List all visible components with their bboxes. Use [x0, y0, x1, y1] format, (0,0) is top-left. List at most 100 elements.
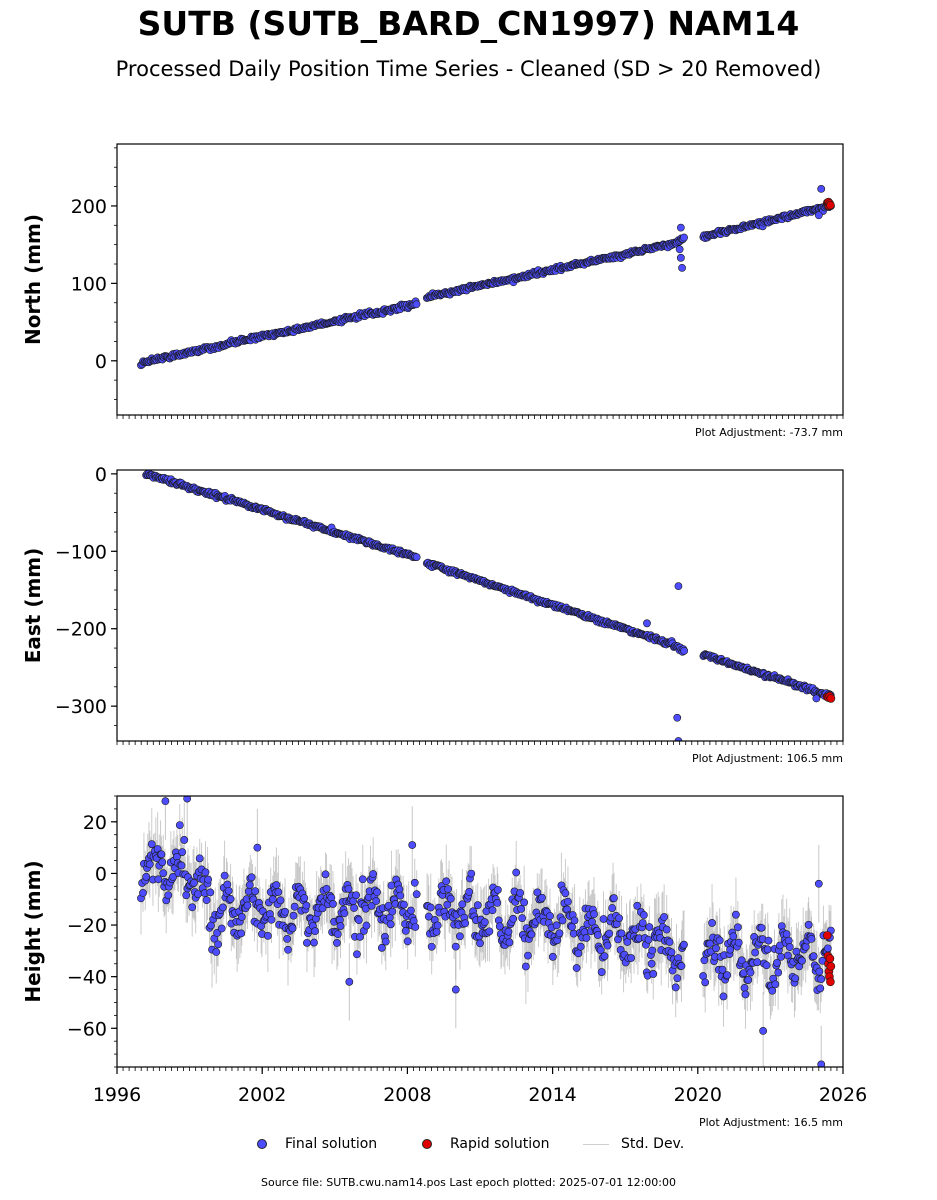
x-tick-label: 2020	[674, 1084, 722, 1106]
final-point	[768, 986, 777, 995]
final-point	[718, 965, 727, 974]
final-point	[533, 888, 542, 897]
final-point	[782, 930, 791, 939]
final-point	[674, 582, 683, 591]
final-point	[223, 880, 232, 889]
final-point	[505, 938, 514, 947]
final-point	[480, 918, 489, 927]
final-point	[807, 934, 816, 943]
final-point	[600, 952, 609, 961]
final-point	[759, 1026, 768, 1035]
final-point	[764, 936, 773, 945]
final-point	[194, 890, 202, 898]
final-point	[677, 962, 686, 970]
final-point	[214, 940, 222, 949]
final-point	[465, 887, 474, 896]
final-point	[757, 923, 766, 932]
final-point	[202, 896, 211, 905]
final-point	[226, 895, 235, 903]
final-point	[700, 956, 709, 965]
final-point	[777, 952, 785, 961]
final-point	[461, 919, 470, 928]
final-point	[815, 967, 824, 976]
final-point	[183, 796, 192, 803]
final-point	[593, 931, 602, 939]
final-point	[675, 245, 684, 254]
final-point	[426, 903, 435, 912]
final-point	[744, 976, 753, 984]
final-point	[527, 930, 536, 939]
final-point	[372, 897, 381, 905]
final-point	[791, 974, 800, 983]
y-tick-label: 0	[95, 464, 107, 486]
final-point	[412, 300, 421, 309]
rapid-points	[822, 691, 836, 703]
final-point	[610, 894, 618, 903]
final-point	[451, 985, 460, 994]
final-point	[403, 937, 412, 946]
final-point	[263, 931, 272, 940]
source-footer: Source file: SUTB.cwu.nam14.pos Last epo…	[261, 1176, 676, 1189]
y-tick-label: 20	[83, 812, 107, 834]
final-point	[352, 891, 361, 900]
final-point	[427, 942, 436, 951]
final-point	[667, 948, 676, 957]
final-point	[814, 879, 823, 888]
final-point	[407, 906, 415, 915]
final-point	[574, 949, 583, 958]
panel-0: 0 100 200 North (mm) Plot Adjustment: -73.7 …	[21, 143, 844, 439]
final-point	[817, 1060, 826, 1067]
final-point	[555, 929, 564, 938]
final-point	[777, 922, 786, 931]
final-point	[424, 912, 433, 921]
legend-stddev-line	[583, 1143, 609, 1145]
plot-adjustment: Plot Adjustment: -73.7 mm	[695, 426, 843, 439]
final-point	[290, 902, 299, 911]
final-point	[345, 977, 354, 986]
final-point	[548, 952, 557, 961]
legend-final-label: Final solution	[285, 1136, 378, 1152]
final-point	[538, 893, 546, 902]
final-point	[139, 889, 147, 897]
final-point	[495, 922, 504, 931]
final-point	[344, 884, 353, 893]
final-point	[408, 841, 417, 849]
final-point	[647, 959, 656, 968]
final-point	[561, 889, 570, 898]
final-point	[267, 915, 276, 924]
final-point	[552, 921, 561, 930]
final-point	[356, 932, 364, 941]
final-point	[272, 881, 281, 889]
panel-frame	[116, 143, 844, 416]
final-point	[680, 233, 688, 242]
final-point	[157, 850, 166, 859]
y-axis-label: Height (mm)	[21, 860, 45, 1002]
final-point	[809, 952, 818, 961]
final-point	[504, 927, 513, 936]
final-point	[253, 843, 262, 852]
final-point	[362, 921, 371, 930]
final-point	[572, 964, 581, 972]
final-point	[701, 978, 710, 987]
y-tick-label: 200	[71, 196, 107, 218]
final-point	[311, 927, 319, 936]
y-tick-label: −200	[55, 619, 107, 641]
final-point	[158, 858, 167, 867]
final-point	[443, 900, 452, 909]
final-point	[217, 924, 226, 933]
final-point	[283, 934, 292, 943]
final-point	[546, 912, 554, 920]
legend: Final solution Rapid solution Std. Dev.	[0, 1136, 937, 1158]
final-point	[169, 873, 177, 881]
rapid-point	[826, 200, 835, 210]
final-point	[674, 737, 683, 741]
final-point	[676, 253, 685, 262]
final-point	[476, 939, 484, 948]
final-point	[224, 886, 233, 895]
final-point	[644, 935, 653, 944]
final-point	[411, 923, 420, 931]
final-point	[521, 962, 530, 971]
final-point	[281, 907, 289, 916]
final-point	[284, 945, 292, 954]
final-point	[708, 919, 716, 927]
